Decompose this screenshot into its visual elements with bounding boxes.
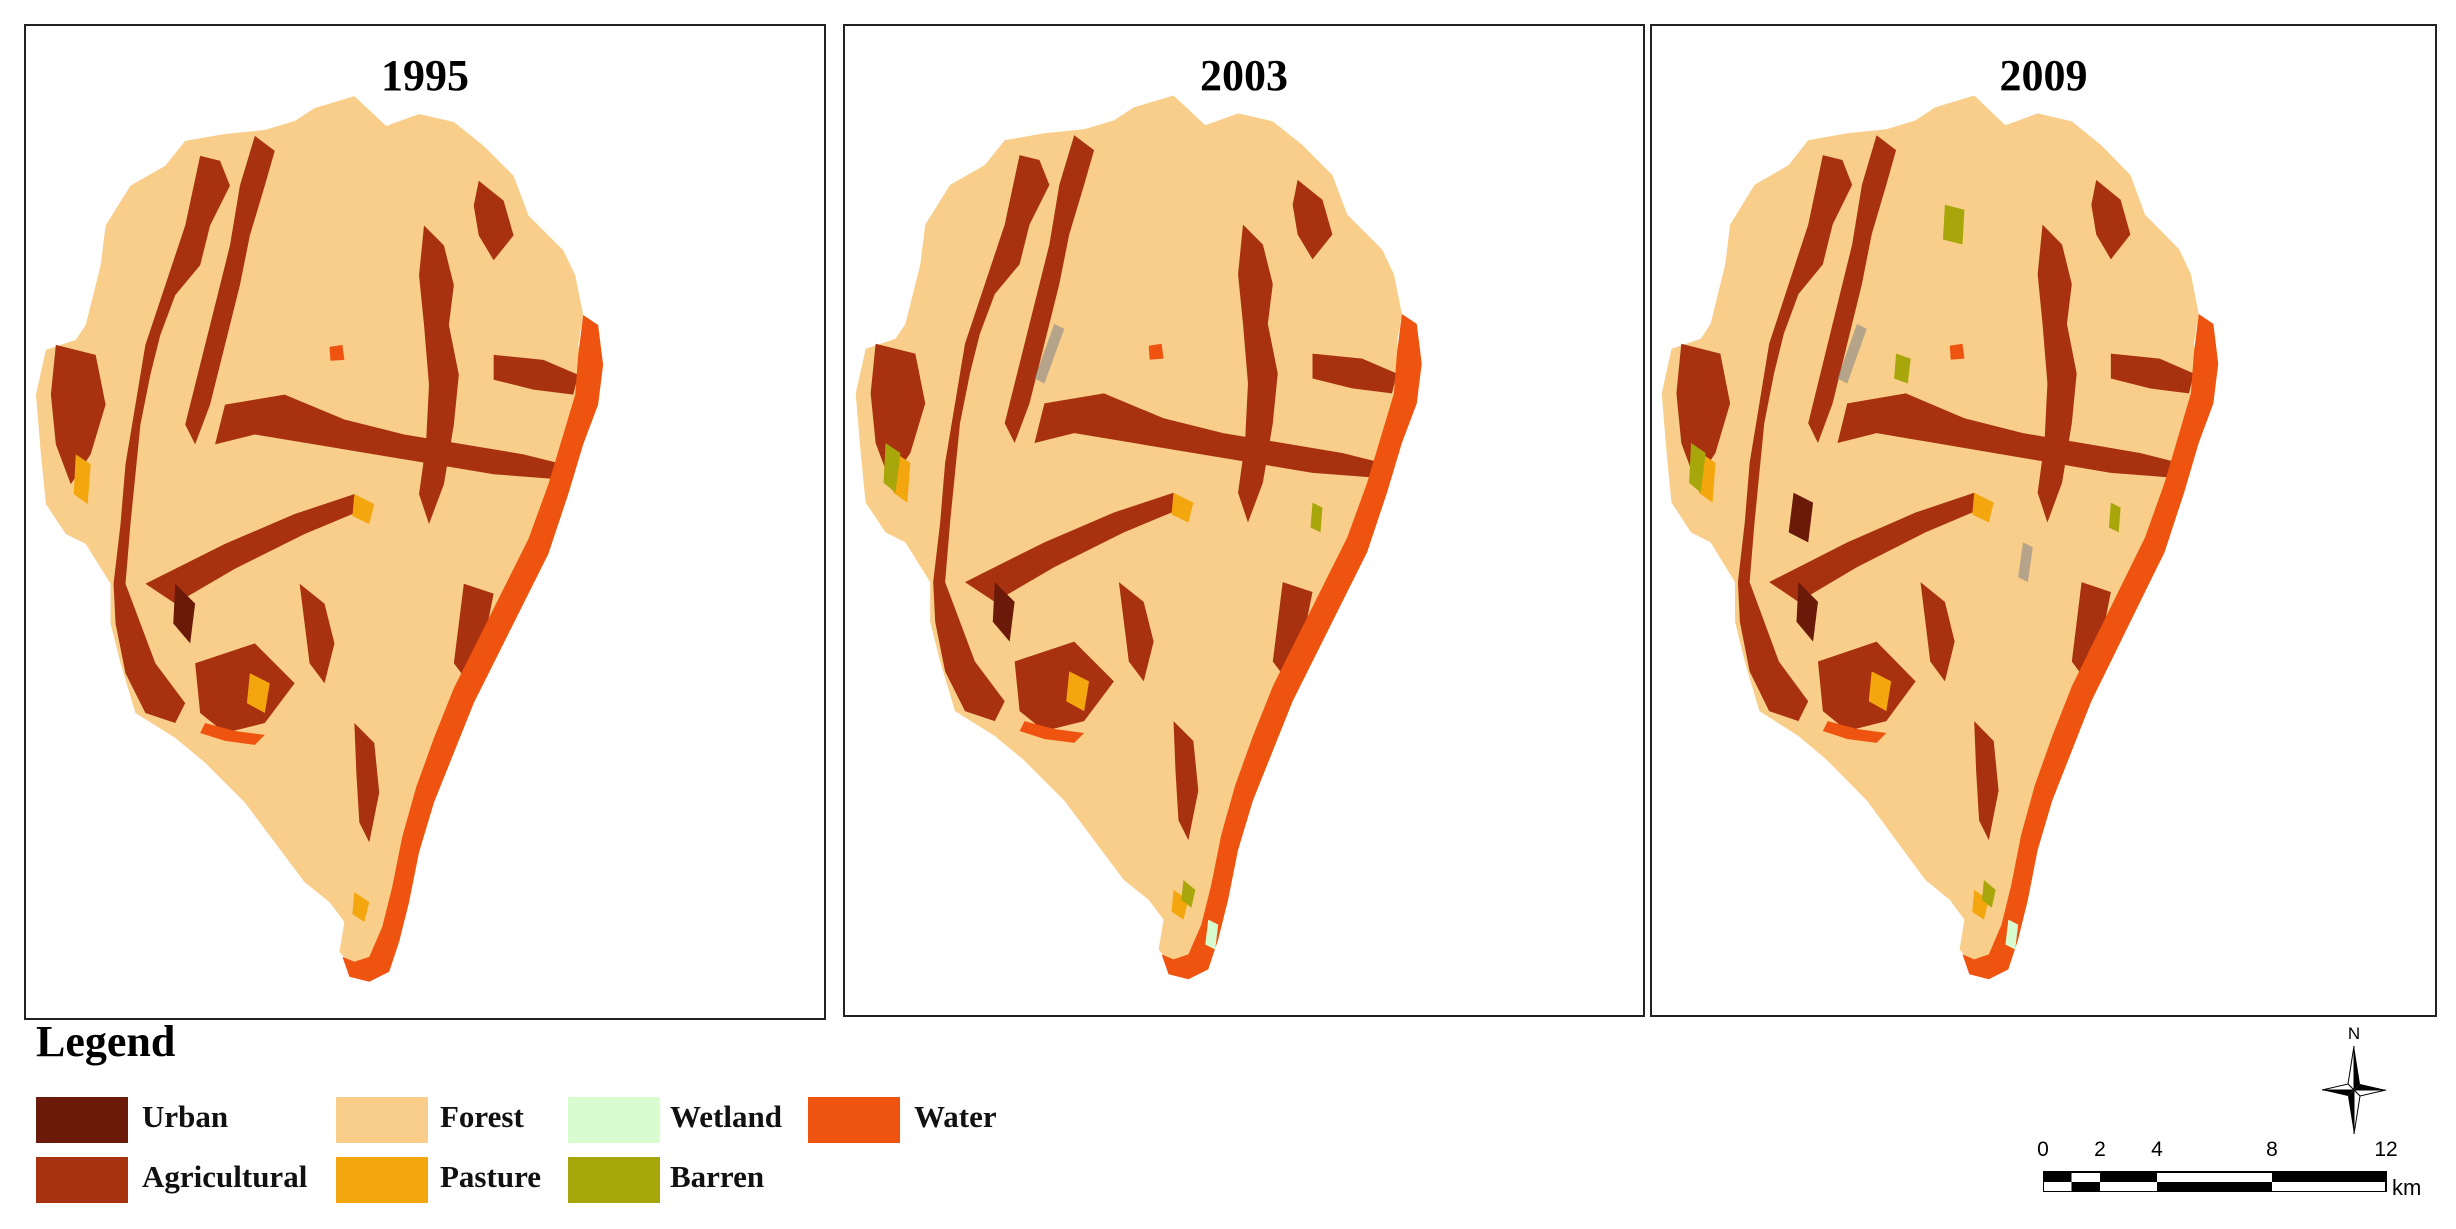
legend-label: Water <box>914 1099 997 1134</box>
legend-label: Agricultural <box>142 1159 308 1194</box>
map-panel-2003: 2003 <box>843 24 1645 1017</box>
scale-tick-label: 4 <box>2151 1138 2163 1161</box>
north-arrow: N <box>2316 1024 2392 1134</box>
legend-swatch-urban <box>36 1097 128 1143</box>
legend-swatch-wetland <box>568 1097 660 1143</box>
legend-swatch-agricultural <box>36 1157 128 1203</box>
map-panel-2009: 2009 <box>1650 24 2437 1017</box>
map-year-title: 1995 <box>381 51 469 100</box>
legend-swatch-pasture <box>336 1157 428 1203</box>
scale-tick-label: 8 <box>2266 1138 2278 1161</box>
legend-label: Urban <box>142 1099 229 1134</box>
land-cover-map-1995 <box>35 96 604 982</box>
legend-label: Pasture <box>440 1159 542 1194</box>
map-year-title: 2009 <box>1999 51 2088 100</box>
legend-label: Forest <box>440 1099 524 1134</box>
land-cover-map-2003 <box>855 95 1422 980</box>
legend-label: Barren <box>670 1159 765 1194</box>
scale-unit-label: km <box>2392 1175 2422 1200</box>
legend-swatch-water <box>808 1097 900 1143</box>
map-panel-1995: 1995 <box>24 24 826 1020</box>
legend-title: Legend <box>36 1017 176 1066</box>
scale-tick-label: 12 <box>2374 1138 2398 1161</box>
legend-swatch-barren <box>568 1157 660 1203</box>
scale-tick-label: 0 <box>2037 1138 2049 1161</box>
map-year-title: 2003 <box>1200 51 1288 100</box>
legend-swatch-forest <box>336 1097 428 1143</box>
scale-tick-label: 2 <box>2094 1138 2106 1161</box>
scale-bar: 0 2 4 8 12 km <box>2037 1138 2421 1200</box>
compass-icon <box>2321 1045 2387 1134</box>
legend-label: Wetland <box>670 1099 782 1134</box>
scale-bar-graphic <box>2043 1171 2387 1192</box>
north-label: N <box>2347 1024 2361 1043</box>
land-cover-map-2009 <box>1661 95 2219 980</box>
